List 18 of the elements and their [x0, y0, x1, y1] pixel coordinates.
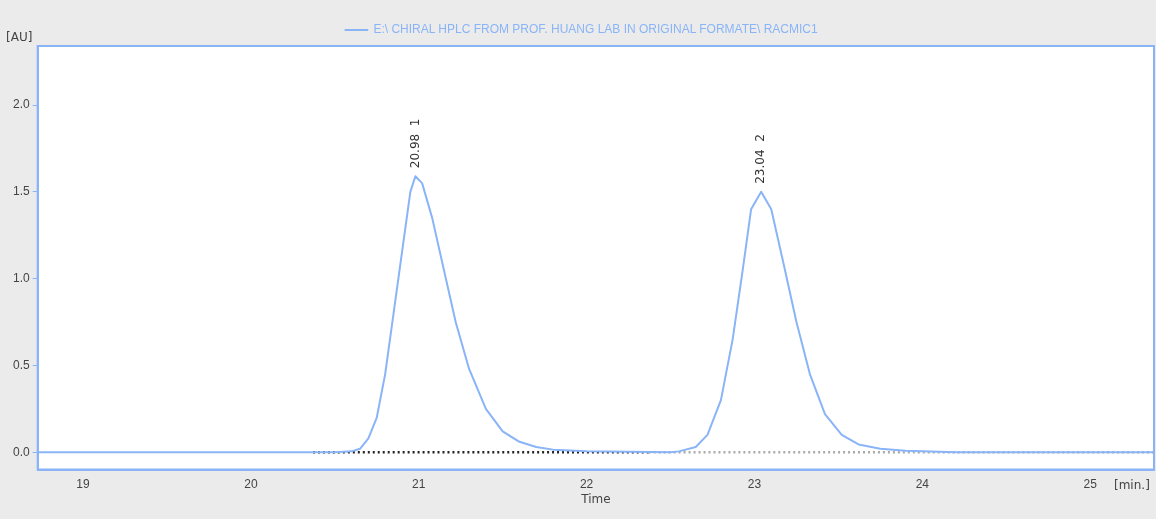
x-tick-label: 23	[747, 477, 762, 492]
y-tick-label: 0.5	[12, 357, 30, 372]
legend-label: E:\ CHIRAL HPLC FROM PROF. HUANG LAB IN ORIGINAL FORMATE\ RACMIC1	[373, 22, 819, 37]
y-tick-label: 1.5	[12, 184, 30, 199]
x-tick-label: 22	[579, 477, 594, 492]
text: [min.]	[1114, 477, 1150, 492]
y-tick-label: 2.0	[12, 97, 30, 112]
y-axis-title: [AU]	[6, 30, 33, 44]
annotation: 23.04 2	[753, 134, 768, 184]
y-tick-label: 0.0	[12, 444, 30, 459]
x-tick-label: 25	[1083, 477, 1098, 492]
x-axis-title: Time	[581, 491, 611, 506]
x-tick-label: 24	[915, 477, 930, 492]
x-tick-label: 20	[244, 477, 258, 492]
annotation: 20.98 1	[407, 118, 422, 169]
x-tick-label: 19	[76, 477, 90, 492]
x-tick-label: 21	[412, 477, 426, 492]
y-tick-label: 1.0	[12, 270, 30, 285]
